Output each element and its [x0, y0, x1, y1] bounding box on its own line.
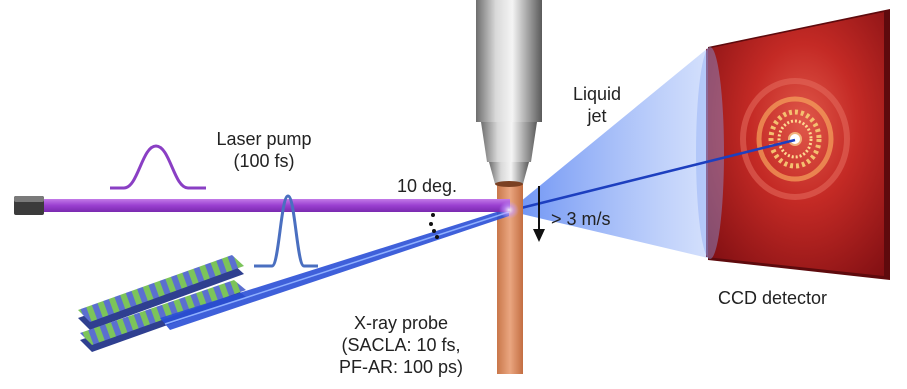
laser-source	[14, 196, 44, 215]
jet-nozzle	[476, 0, 542, 187]
scattering-cone	[509, 48, 708, 258]
undulator-upper	[78, 255, 244, 330]
diffraction-rings	[740, 78, 850, 200]
xray-probe-label-line3: PF-AR: 100 ps)	[338, 357, 464, 377]
laser-pump-label: Laser pump (100 fs)	[194, 128, 334, 172]
liquid-jet-label: Liquid jet	[562, 83, 632, 127]
xray-probe-label-line1: X-ray probe	[353, 313, 449, 333]
angle-label: 10 deg.	[397, 176, 458, 196]
laser-pulse-shape	[110, 144, 206, 190]
xray-probe-label: X-ray probe (SACLA: 10 fs, PF-AR: 100 ps…	[326, 312, 476, 378]
laser-pump-label-line1: Laser pump	[216, 129, 312, 149]
laser-pump-label-line2: (100 fs)	[233, 151, 295, 171]
angle-marker	[429, 213, 439, 239]
xray-probe-label-line2: (SACLA: 10 fs,	[341, 335, 461, 355]
liquid-jet-label-line1: Liquid	[572, 84, 622, 104]
laser-beam	[42, 199, 510, 212]
ccd-detector-label: CCD detector	[718, 288, 828, 308]
ccd-detector	[706, 9, 890, 280]
flow-speed-label: > 3 m/s	[551, 209, 611, 229]
liquid-jet-label-line2: jet	[587, 106, 607, 126]
flow-direction-arrow	[533, 186, 545, 242]
interaction-point	[499, 201, 519, 219]
xray-pulse-shape	[254, 194, 318, 268]
transmitted-beam	[508, 138, 796, 213]
